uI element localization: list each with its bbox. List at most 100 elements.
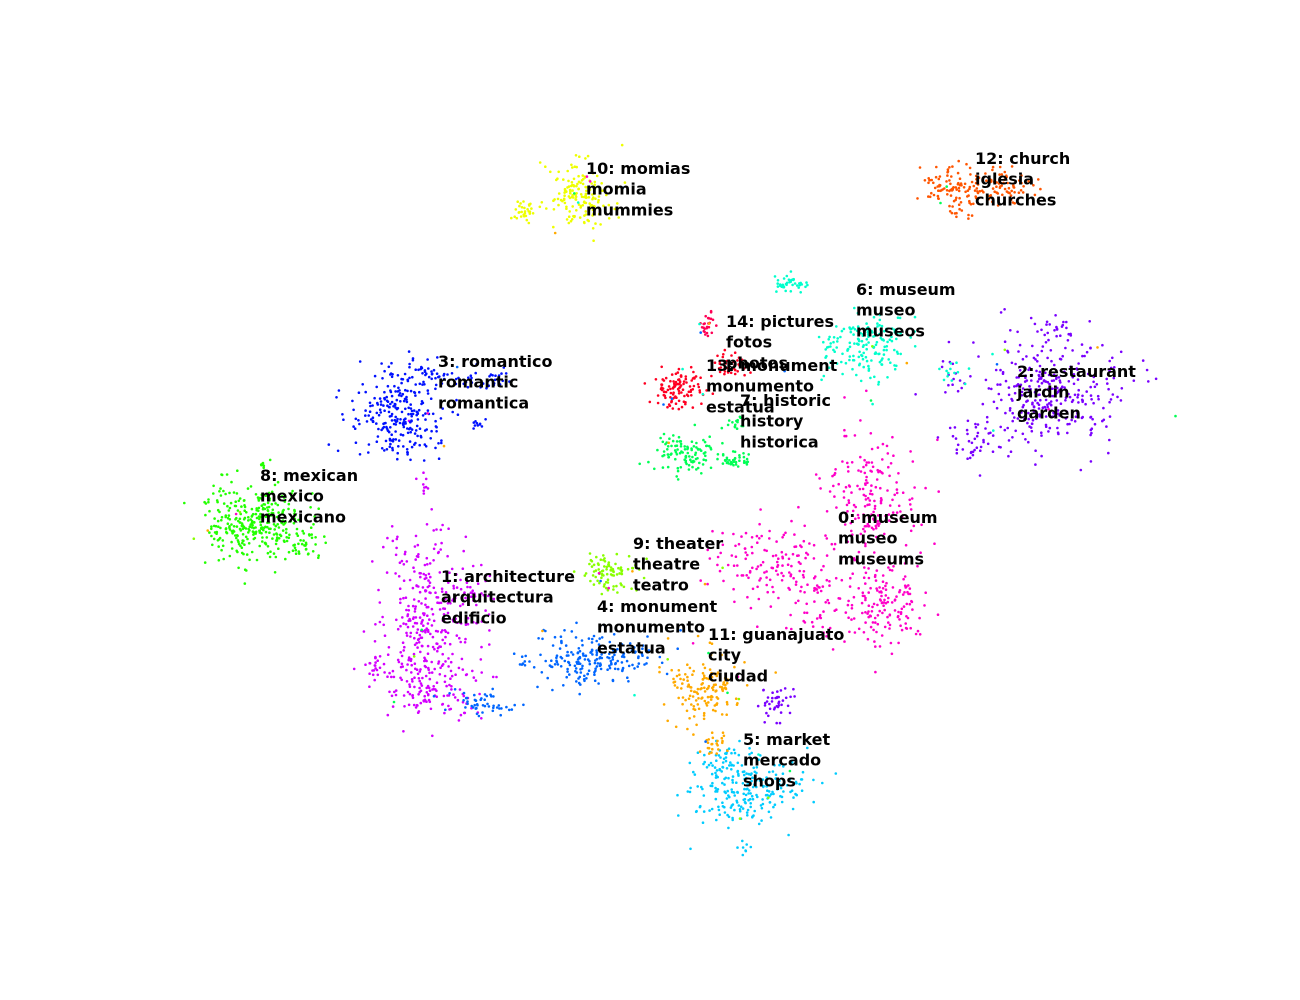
- data-point: [584, 572, 588, 575]
- data-point: [936, 194, 940, 198]
- data-point: [830, 542, 834, 546]
- data-point: [877, 383, 880, 386]
- data-point: [991, 168, 994, 172]
- data-point: [586, 154, 590, 158]
- data-point: [608, 664, 611, 668]
- data-point: [588, 188, 592, 191]
- data-point: [584, 210, 588, 213]
- data-point: [591, 171, 595, 175]
- data-point: [799, 589, 802, 593]
- data-point: [932, 181, 935, 185]
- data-point: [750, 536, 754, 539]
- data-point: [893, 598, 897, 601]
- data-point: [827, 601, 831, 605]
- data-point: [450, 567, 454, 571]
- data-point: [731, 816, 734, 820]
- data-point: [739, 416, 742, 420]
- data-point: [406, 389, 409, 393]
- data-point: [1025, 355, 1028, 358]
- data-point: [609, 573, 613, 576]
- data-point: [413, 643, 417, 647]
- data-point: [664, 376, 668, 380]
- data-point: [693, 708, 697, 711]
- data-point: [861, 591, 865, 594]
- data-point: [716, 744, 719, 747]
- data-point: [698, 461, 701, 465]
- data-point: [679, 445, 683, 448]
- data-point: [566, 667, 569, 671]
- data-point: [715, 818, 718, 822]
- data-point: [402, 596, 405, 600]
- data-point: [687, 697, 691, 700]
- data-point: [955, 215, 958, 219]
- data-point: [832, 361, 835, 365]
- data-point: [701, 663, 705, 666]
- data-point: [414, 383, 418, 386]
- data-point: [408, 685, 412, 688]
- data-point: [849, 327, 852, 331]
- cluster-4-points: [432, 621, 682, 718]
- data-point: [602, 204, 605, 208]
- data-point: [825, 578, 829, 582]
- data-point: [859, 455, 862, 459]
- data-point: [419, 689, 423, 693]
- data-point: [441, 702, 445, 706]
- data-point: [901, 593, 905, 596]
- data-point: [688, 717, 691, 720]
- data-point: [864, 544, 867, 548]
- data-point: [556, 197, 560, 201]
- data-point: [825, 510, 829, 513]
- data-point: [851, 509, 855, 513]
- data-point: [446, 554, 449, 558]
- data-point: [447, 665, 450, 668]
- data-point: [611, 658, 615, 661]
- data-point: [707, 322, 711, 325]
- data-point: [1119, 399, 1123, 402]
- data-point: [266, 501, 270, 505]
- data-point: [414, 706, 418, 709]
- data-point: [1076, 378, 1080, 381]
- data-point: [720, 770, 723, 773]
- data-point: [595, 555, 598, 559]
- data-point: [788, 769, 792, 773]
- data-point: [1008, 409, 1012, 412]
- data-point: [696, 634, 700, 638]
- data-point: [882, 348, 886, 352]
- data-point: [938, 183, 941, 187]
- data-point: [872, 628, 875, 632]
- data-point: [682, 678, 685, 681]
- data-point: [679, 466, 683, 469]
- data-point: [832, 547, 836, 551]
- data-point: [255, 508, 258, 512]
- data-point: [718, 370, 722, 374]
- data-point: [880, 594, 883, 598]
- data-point: [435, 695, 439, 698]
- data-point: [569, 191, 572, 195]
- data-point: [216, 539, 220, 542]
- data-point: [563, 659, 567, 663]
- data-point: [767, 796, 770, 799]
- data-point: [727, 794, 730, 797]
- data-point: [856, 325, 860, 328]
- data-point: [442, 607, 445, 610]
- data-point: [406, 690, 410, 694]
- data-point: [424, 631, 427, 634]
- data-point: [696, 383, 700, 386]
- data-point: [524, 654, 527, 658]
- data-point: [905, 615, 908, 618]
- data-point: [701, 671, 705, 675]
- data-point: [723, 811, 727, 814]
- data-point: [982, 438, 985, 442]
- data-point: [444, 591, 448, 594]
- data-point: [295, 527, 299, 531]
- data-point: [518, 663, 522, 666]
- data-point: [1065, 326, 1068, 330]
- data-point: [523, 206, 526, 210]
- data-point: [740, 424, 743, 428]
- data-point: [930, 191, 933, 195]
- data-point: [859, 332, 862, 335]
- data-point: [958, 183, 962, 187]
- data-point: [474, 679, 478, 682]
- data-point: [963, 382, 967, 386]
- data-point: [759, 563, 763, 567]
